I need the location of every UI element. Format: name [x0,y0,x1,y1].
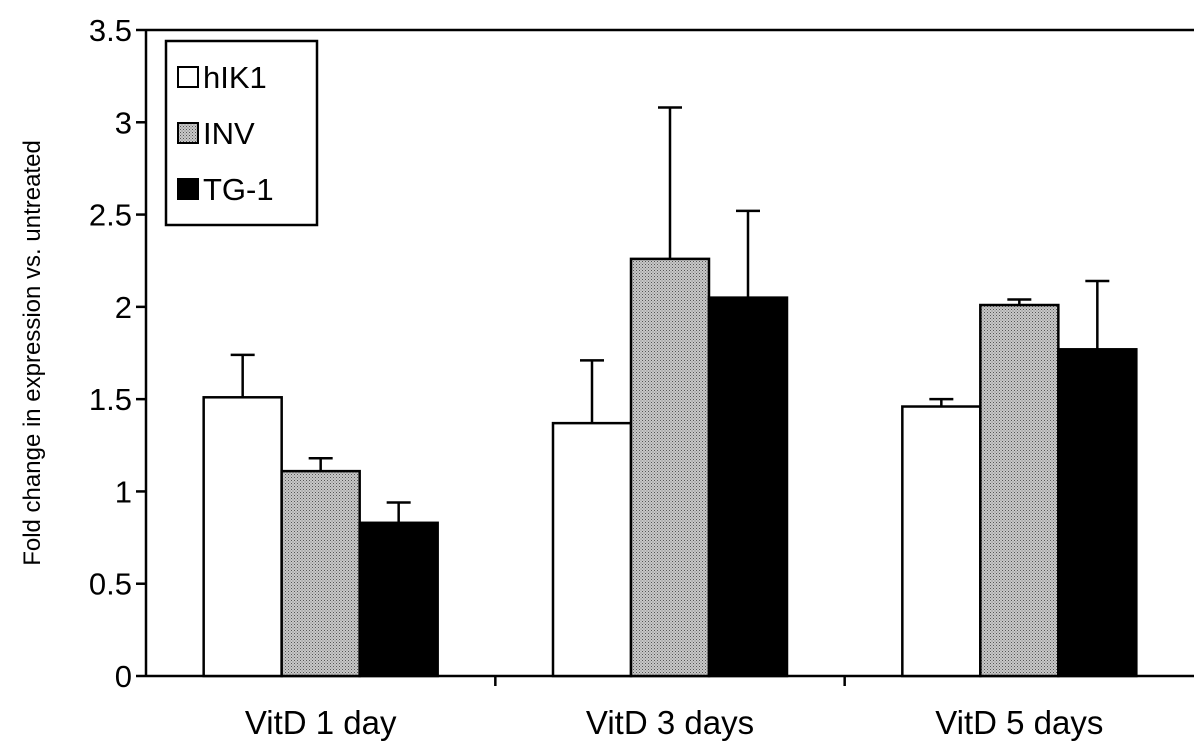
y-tick-label: 0.5 [89,567,132,602]
legend-swatch-INV [177,122,199,144]
bar-TG-1 [1057,348,1138,678]
y-tick-label: 0 [115,659,132,694]
x-category-label: VitD 1 day [245,704,397,741]
legend-label: hIK1 [203,60,267,95]
x-category-label: VitD 5 days [935,704,1103,741]
legend-swatch-hIK1 [177,66,199,88]
bar-hIK1 [901,405,982,678]
x-category-label: VitD 3 days [586,704,754,741]
y-tick-label: 1 [115,474,132,509]
bar-INV [979,303,1060,678]
bar-hIK1 [202,396,283,678]
y-tick-label: 2.5 [89,198,132,233]
bar-INV [280,469,361,678]
bar-TG-1 [707,296,789,678]
y-tick-label: 1.5 [89,382,132,417]
bar-TG-1 [358,521,439,678]
y-axis-title: Fold change in expression vs. untreated [19,140,46,566]
y-tick-label: 2 [115,290,132,325]
bar-INV [629,257,711,678]
legend-label: TG-1 [203,172,274,207]
bar-hIK1 [551,421,633,678]
y-tick-label: 3 [115,105,132,140]
y-tick-label: 3.5 [89,13,132,48]
legend-label: INV [203,116,255,151]
legend-swatch-TG-1 [177,178,199,200]
